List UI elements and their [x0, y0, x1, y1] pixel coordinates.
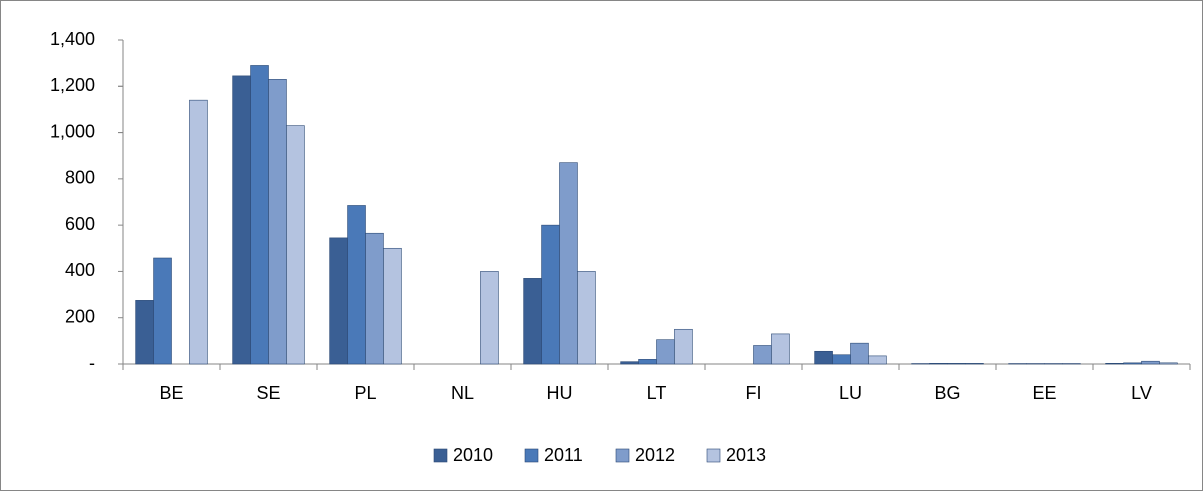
bar	[1123, 362, 1142, 365]
bar	[559, 162, 578, 365]
bar	[929, 363, 948, 365]
legend-swatch	[433, 448, 448, 463]
x-tick-label: EE	[1032, 383, 1056, 403]
x-tick-label: BG	[934, 383, 960, 403]
x-tick-label: FI	[746, 383, 762, 403]
legend-label: 2012	[635, 445, 675, 465]
bar	[620, 361, 639, 365]
bar	[268, 79, 287, 365]
bar	[674, 328, 693, 365]
bar	[965, 363, 984, 365]
bar	[832, 354, 851, 365]
bar	[329, 237, 348, 365]
bar	[814, 350, 833, 365]
bar	[189, 99, 208, 365]
y-tick-label: 1,400	[50, 29, 95, 49]
bar	[771, 333, 790, 365]
bar	[523, 278, 542, 365]
legend-swatch	[615, 448, 630, 463]
x-tick-label: PL	[354, 383, 376, 403]
bar	[135, 300, 154, 365]
bar	[577, 271, 596, 365]
bar	[153, 257, 172, 365]
bar	[753, 345, 772, 365]
y-tick-label: 1,000	[50, 121, 95, 141]
bar	[1159, 362, 1178, 365]
bar	[1105, 363, 1124, 365]
x-tick-label: LT	[647, 383, 667, 403]
y-tick-label: 600	[65, 214, 95, 234]
legend-label: 2013	[726, 445, 766, 465]
x-tick-label: BE	[159, 383, 183, 403]
bar	[850, 342, 869, 365]
legend-label: 2010	[453, 445, 493, 465]
bar	[1141, 360, 1160, 365]
legend-swatch	[706, 448, 721, 463]
x-tick-label: NL	[451, 383, 474, 403]
bar	[480, 271, 499, 365]
bar	[250, 65, 269, 365]
bar	[347, 205, 366, 365]
bar	[232, 75, 251, 365]
x-tick-label: LV	[1131, 383, 1152, 403]
y-tick-label: 400	[65, 260, 95, 280]
bar	[656, 339, 675, 365]
bar	[541, 224, 560, 365]
legend-swatch	[524, 448, 539, 463]
legend-label: 2011	[544, 445, 583, 465]
x-tick-label: LU	[839, 383, 862, 403]
x-tick-label: SE	[256, 383, 280, 403]
bar	[383, 247, 402, 365]
y-tick-label: 800	[65, 168, 95, 188]
y-tick-label: -	[89, 353, 95, 373]
bar	[638, 359, 657, 365]
bar	[868, 355, 887, 365]
bar	[947, 363, 966, 365]
x-tick-label: HU	[547, 383, 573, 403]
y-tick-label: 200	[65, 306, 95, 326]
bar	[365, 232, 384, 365]
y-tick-label: 1,200	[50, 75, 95, 95]
bar	[286, 125, 305, 365]
